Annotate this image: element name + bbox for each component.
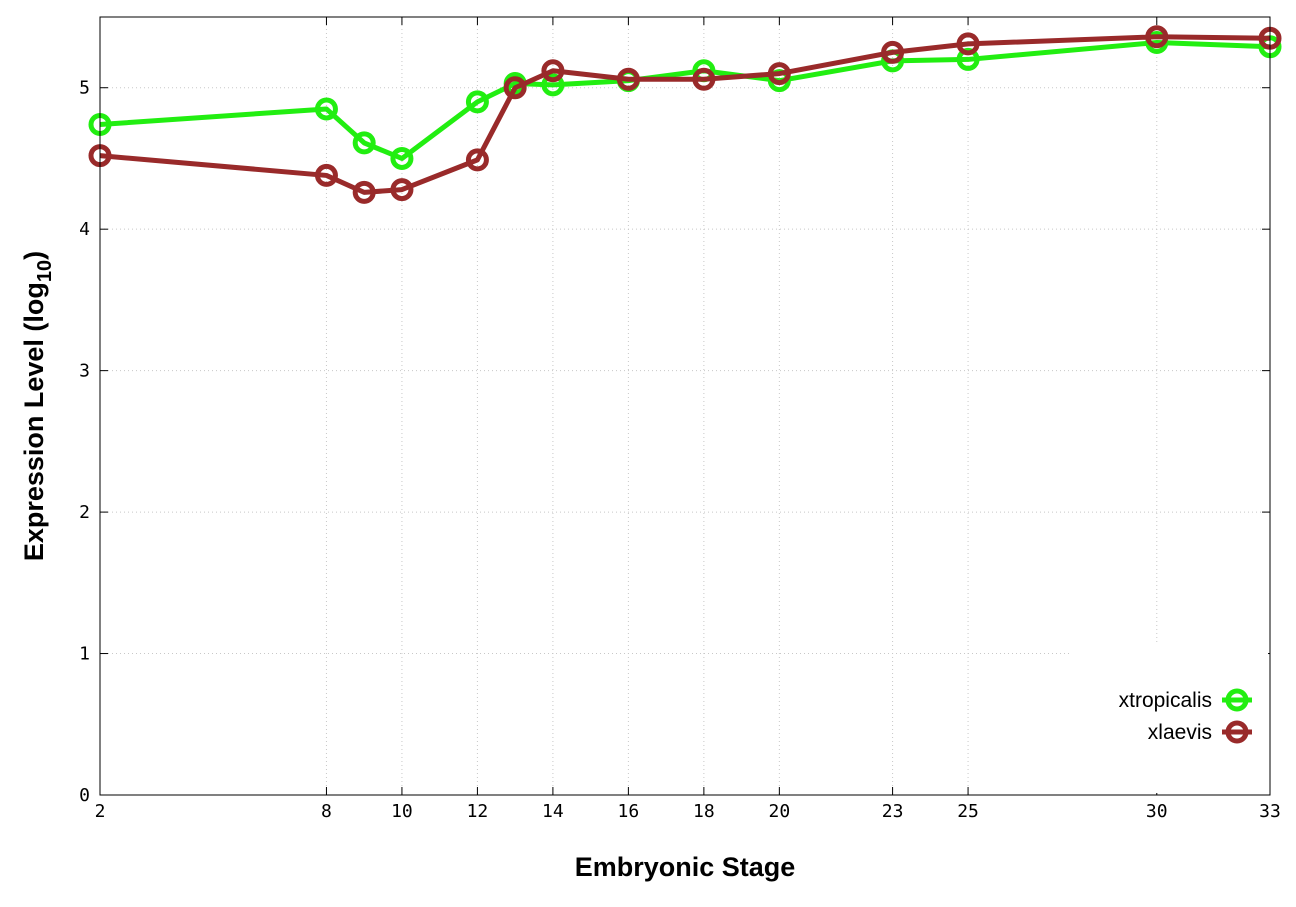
- data-point: [465, 148, 489, 172]
- x-tick-label: 25: [957, 801, 979, 822]
- y-tick-label: 3: [79, 361, 90, 382]
- y-axis-title-main: Expression Level (log: [19, 282, 49, 561]
- y-tick-label: 1: [79, 644, 90, 665]
- data-point: [1145, 25, 1169, 49]
- data-point: [390, 178, 414, 202]
- data-point: [692, 67, 716, 91]
- x-tick-label: 2: [95, 801, 106, 822]
- data-point: [314, 163, 338, 187]
- series-xtropicalis: [88, 30, 1282, 170]
- x-tick-label: 23: [882, 801, 904, 822]
- x-tick-label: 33: [1259, 801, 1281, 822]
- x-tick-label: 18: [693, 801, 715, 822]
- plot-frame: [99, 16, 1271, 796]
- y-tick-label: 4: [79, 219, 90, 240]
- x-tick-label: 14: [542, 801, 564, 822]
- data-point: [767, 62, 791, 86]
- x-tick-label: 16: [618, 801, 640, 822]
- legend-background: [1072, 643, 1268, 793]
- series-line: [99, 39, 1271, 161]
- legend: xtropicalis xlaevis: [1072, 643, 1268, 793]
- x-tick-label: 20: [769, 801, 791, 822]
- y-axis-title-close: ): [19, 251, 49, 260]
- legend-label: xtropicalis: [1119, 689, 1212, 712]
- data-point: [616, 67, 640, 91]
- x-axis-title: Embryonic Stage: [575, 852, 796, 882]
- data-point: [352, 131, 376, 155]
- y-tick-label: 0: [79, 785, 90, 806]
- x-tick-label: 30: [1146, 801, 1168, 822]
- data-point: [541, 73, 565, 97]
- data-point: [314, 97, 338, 121]
- series-line: [99, 34, 1271, 195]
- data-point: [541, 59, 565, 83]
- legend-label: xlaevis: [1148, 721, 1212, 744]
- data-point: [390, 146, 414, 170]
- grid-lines: [100, 17, 1270, 795]
- y-axis-title-subscript: 10: [34, 260, 56, 282]
- x-tick-label: 10: [391, 801, 413, 822]
- x-tick-label: 8: [321, 801, 332, 822]
- y-tick-label: 5: [79, 78, 90, 99]
- y-axis-title: Expression Level (log10): [19, 251, 56, 561]
- y-tick-label: 2: [79, 502, 90, 523]
- series-lines: [88, 25, 1282, 204]
- data-point: [956, 32, 980, 56]
- data-point: [503, 76, 527, 100]
- data-point: [881, 40, 905, 64]
- legend-swatch-marker: [1225, 720, 1249, 744]
- legend-swatch-marker: [1225, 688, 1249, 712]
- data-point: [465, 90, 489, 114]
- data-point: [352, 180, 376, 204]
- x-tick-label: 12: [467, 801, 489, 822]
